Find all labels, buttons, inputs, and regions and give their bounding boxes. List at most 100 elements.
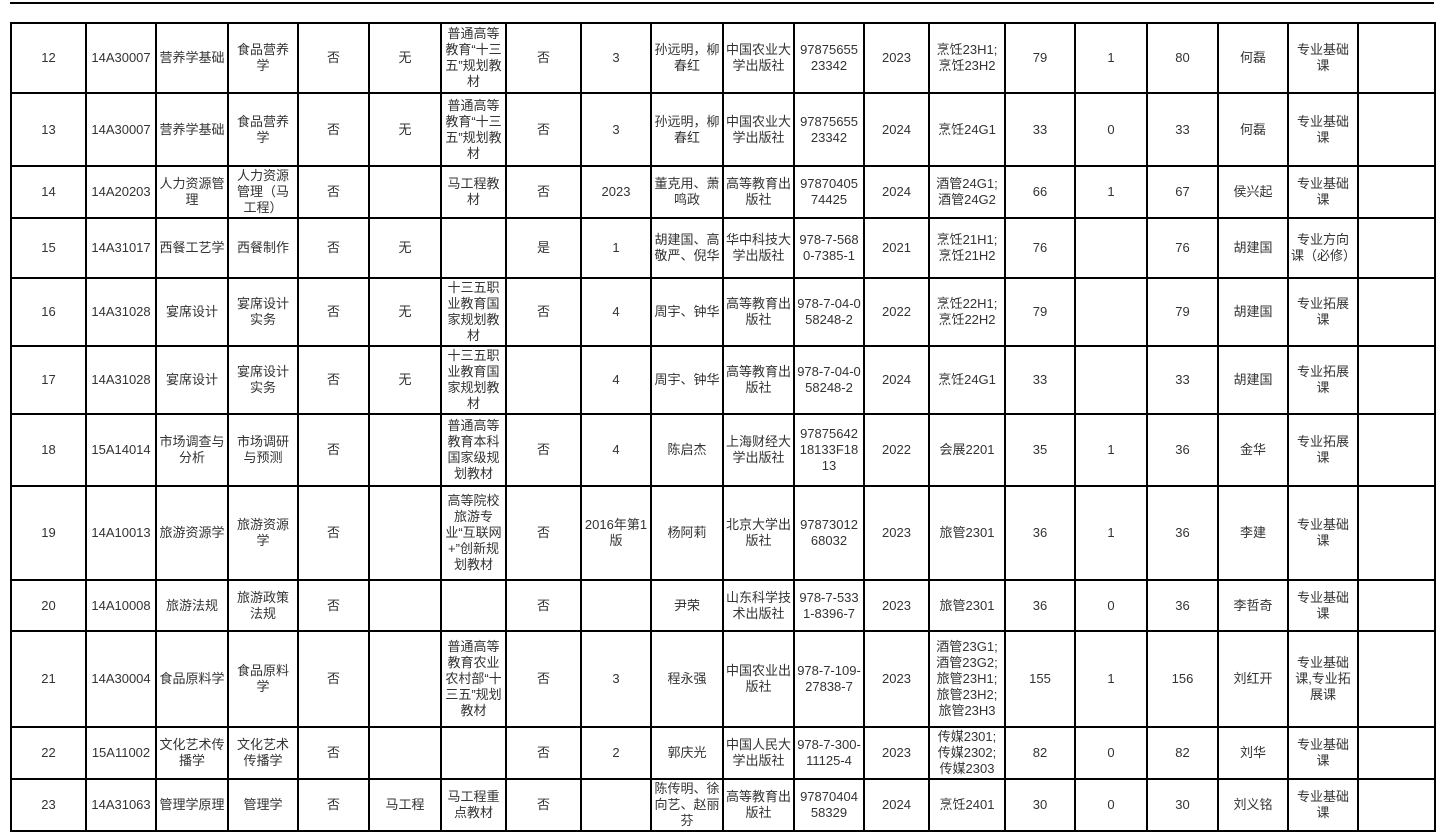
table-cell	[1357, 165, 1436, 219]
table-cell: 否	[505, 277, 582, 347]
table-cell: 会展2201	[928, 413, 1006, 487]
table-cell: 2023	[580, 165, 652, 219]
table-cell	[1074, 217, 1148, 279]
table-cell	[440, 726, 507, 780]
table-cell: 23	[10, 778, 87, 832]
table-cell: 20	[10, 579, 87, 632]
table-cell: 是	[505, 217, 582, 279]
table-cell: 烹饪24G1	[928, 92, 1006, 167]
table-cell: 否	[505, 22, 582, 94]
table-cell: 978-7-5331-8396-7	[793, 579, 865, 632]
table-cell	[1357, 630, 1436, 728]
table-cell	[1357, 277, 1436, 347]
table-cell: 西餐制作	[227, 217, 299, 279]
table-cell: 中国农业出版社	[722, 630, 795, 728]
table-cell: 尹荣	[650, 579, 724, 632]
table-cell: 十三五职业教育国家规划教材	[440, 345, 507, 415]
table-cell: 79	[1004, 277, 1076, 347]
table-cell: 酒管24G1; 酒管24G2	[928, 165, 1006, 219]
table-cell: 宴席设计	[155, 345, 229, 415]
table-cell: 67	[1146, 165, 1219, 219]
table-cell: 北京大学出版社	[722, 485, 795, 581]
table-cell: 陈传明、徐向艺、赵丽芬	[650, 778, 724, 832]
table-cell: 4	[580, 413, 652, 487]
table-cell: 烹饪21H1; 烹饪21H2	[928, 217, 1006, 279]
table-cell: 2024	[863, 778, 930, 832]
table-cell: 9787040458329	[793, 778, 865, 832]
table-cell: 郭庆光	[650, 726, 724, 780]
table-cell: 何磊	[1217, 92, 1289, 167]
table-cell: 周宇、钟华	[650, 345, 724, 415]
table-cell: 董克用、萧鸣政	[650, 165, 724, 219]
table-cell: 营养学基础	[155, 92, 229, 167]
table-cell: 宴席设计实务	[227, 345, 299, 415]
table-cell: 否	[297, 778, 370, 832]
table-cell: 3	[580, 92, 652, 167]
table-cell: 66	[1004, 165, 1076, 219]
table-cell: 80	[1146, 22, 1219, 94]
table-cell: 否	[505, 630, 582, 728]
table-cell: 高等院校旅游专业“互联网+”创新规划教材	[440, 485, 507, 581]
table-cell: 营养学基础	[155, 22, 229, 94]
table-cell: 9787040574425	[793, 165, 865, 219]
table-cell: 14A10008	[85, 579, 157, 632]
table-cell: 否	[297, 345, 370, 415]
table-cell: 否	[297, 630, 370, 728]
table-cell: 专业基础课	[1287, 92, 1359, 167]
table-cell: 否	[297, 579, 370, 632]
table-cell: 14A31028	[85, 277, 157, 347]
table-cell: 宴席设计实务	[227, 277, 299, 347]
table-cell: 食品营养学	[227, 92, 299, 167]
table-cell: 刘华	[1217, 726, 1289, 780]
table-cell: 马工程重点教材	[440, 778, 507, 832]
table-cell: 1	[1074, 630, 1148, 728]
table-cell: 15	[10, 217, 87, 279]
table-cell: 无	[368, 217, 442, 279]
table-cell: 79	[1004, 22, 1076, 94]
table-cell: 9787564218133F1813	[793, 413, 865, 487]
table-cell: 李哲奇	[1217, 579, 1289, 632]
table-cell: 无	[368, 22, 442, 94]
table-cell: 14A30007	[85, 92, 157, 167]
table-cell: 9787565523342	[793, 92, 865, 167]
table-cell: 2024	[863, 345, 930, 415]
table-cell: 2023	[863, 726, 930, 780]
table-cell: 无	[368, 345, 442, 415]
table-cell: 专业基础课,专业拓展课	[1287, 630, 1359, 728]
table-cell: 管理学原理	[155, 778, 229, 832]
table-cell: 14A31017	[85, 217, 157, 279]
table-cell: 36	[1004, 579, 1076, 632]
table-cell: 传媒2301; 传媒2302; 传媒2303	[928, 726, 1006, 780]
table-cell: 周宇、钟华	[650, 277, 724, 347]
table-cell: 烹饪23H1; 烹饪23H2	[928, 22, 1006, 94]
table-cell: 82	[1004, 726, 1076, 780]
table-cell: 4	[580, 345, 652, 415]
table-row: 23 14A31063 管理学原理 管理学否马工程 马工程重点教材否陈传明、徐向艺、赵丽…	[10, 778, 1436, 832]
table-row: 20 14A10008 旅游法规 旅游政策法规否否尹荣 山东科学技术出版社 978-7-5…	[10, 579, 1436, 632]
table-cell: 旅管2301	[928, 485, 1006, 581]
table-cell	[1357, 579, 1436, 632]
table-cell: 76	[1004, 217, 1076, 279]
table-cell: 9787565523342	[793, 22, 865, 94]
table-cell	[1357, 778, 1436, 832]
table-cell: 36	[1146, 413, 1219, 487]
table-row: 19 14A10013 旅游资源学 旅游资源学否高等院校旅游专业“互联网+”创新规划教…	[10, 485, 1436, 581]
table-cell: 专业基础课	[1287, 778, 1359, 832]
table-cell: 14	[10, 165, 87, 219]
table-cell: 金华	[1217, 413, 1289, 487]
table-cell: 2016年第1版	[580, 485, 652, 581]
table-cell: 2024	[863, 92, 930, 167]
table-cell: 旅游政策法规	[227, 579, 299, 632]
table-cell: 否	[297, 485, 370, 581]
table-cell: 食品原料学	[227, 630, 299, 728]
table-cell: 82	[1146, 726, 1219, 780]
table-cell: 12	[10, 22, 87, 94]
table-cell: 孙远明，柳春红	[650, 22, 724, 94]
table-cell	[1357, 485, 1436, 581]
table-cell: 2024	[863, 165, 930, 219]
table-cell	[440, 579, 507, 632]
table-cell: 马工程教材	[440, 165, 507, 219]
table-cell: 文化艺术传播学	[227, 726, 299, 780]
table-cell: 十三五职业教育国家规划教材	[440, 277, 507, 347]
table-cell: 侯兴起	[1217, 165, 1289, 219]
